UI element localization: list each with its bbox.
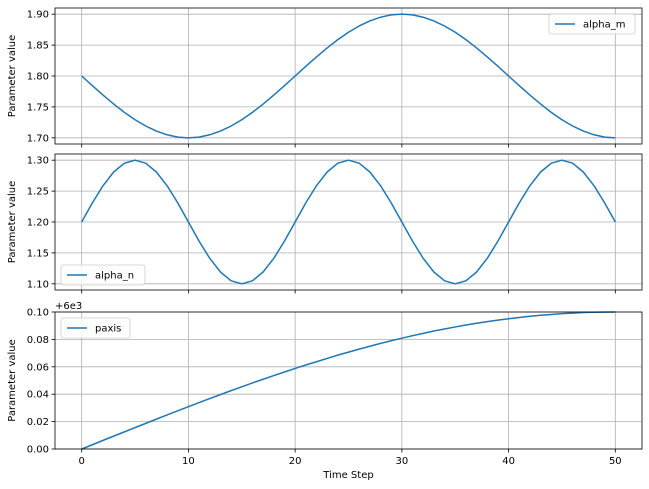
subplot-1: 1.70 1.75 1.80 1.85 1.90 Parameter value alpha… xyxy=(7,7,643,148)
y-tick-label: 0.04 xyxy=(27,390,49,401)
y-tick-label: 1.15 xyxy=(27,248,49,259)
y-tick-label: 1.30 xyxy=(27,156,49,167)
y-axis-label: Parameter value xyxy=(7,35,18,118)
y-tick-label: 1.90 xyxy=(27,10,49,21)
series-line-alpha_m xyxy=(81,13,616,139)
x-tick-label: 40 xyxy=(502,456,515,467)
y-tick-label: 1.85 xyxy=(27,41,49,52)
y-tick-label: 1.25 xyxy=(27,187,49,198)
x-tick-label: 50 xyxy=(609,456,622,467)
legend: alpha_m xyxy=(548,13,636,35)
y-tick-label: 0.08 xyxy=(27,335,49,346)
y-offset-label: +6e3 xyxy=(55,301,82,312)
x-tick-label: 20 xyxy=(289,456,302,467)
legend-label: paxis xyxy=(95,324,121,335)
legend-frame xyxy=(60,264,146,286)
x-tick-label: 0 xyxy=(78,456,84,467)
subplot-3: 0 10 20 30 40 50 0.00 0.02 0.04 0.06 0.08 0.10 +6e3 P… xyxy=(7,301,643,481)
legend: alpha_n xyxy=(60,264,146,286)
series-line-paxis xyxy=(81,311,616,450)
y-axis-label: Parameter value xyxy=(7,339,18,422)
legend-frame xyxy=(548,13,636,35)
x-tick-label: 30 xyxy=(395,456,408,467)
subplot-2: 1.10 1.15 1.20 1.25 1.30 Parameter value alpha… xyxy=(7,153,643,294)
y-axis-label: Parameter value xyxy=(7,181,18,264)
y-tick-label: 1.80 xyxy=(27,72,49,83)
legend-frame xyxy=(60,317,131,339)
legend-label: alpha_m xyxy=(583,20,625,31)
x-axis-label: Time Step xyxy=(322,470,373,481)
axes-frame xyxy=(54,311,643,450)
legend: paxis xyxy=(60,317,131,339)
y-tick-label: 0.00 xyxy=(27,445,49,456)
y-tick-label: 0.10 xyxy=(27,308,49,319)
legend-label: alpha_n xyxy=(95,271,134,282)
y-tick-label: 1.70 xyxy=(27,133,49,144)
series-line-alpha_n xyxy=(81,159,616,285)
y-tick-label: 1.75 xyxy=(27,102,49,113)
y-tick-label: 0.06 xyxy=(27,362,49,373)
y-tick-label: 1.10 xyxy=(27,279,49,290)
x-tick-label: 10 xyxy=(182,456,195,467)
y-tick-label: 1.20 xyxy=(27,218,49,229)
y-tick-label: 0.02 xyxy=(27,417,49,428)
